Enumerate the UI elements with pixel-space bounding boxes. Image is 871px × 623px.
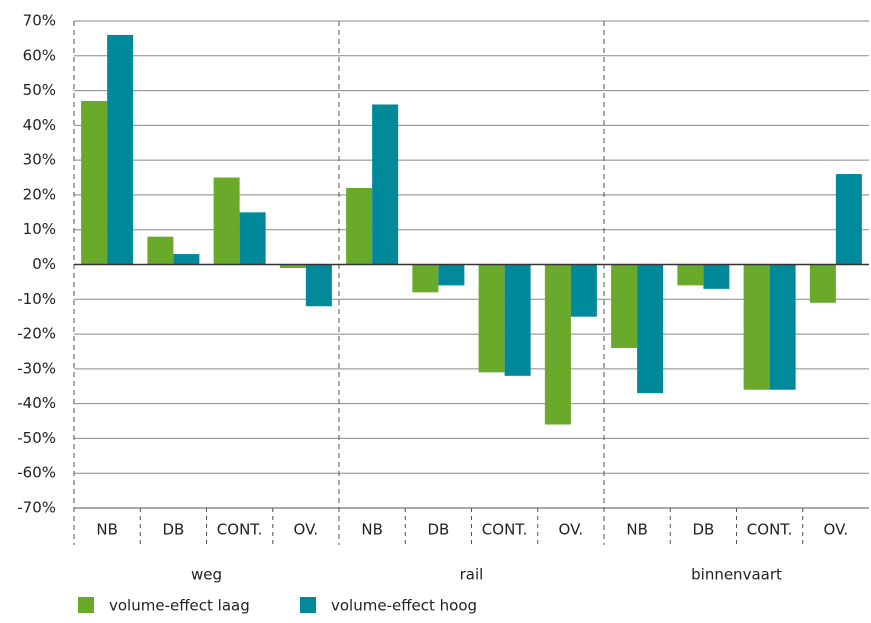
bar	[769, 264, 796, 390]
bar	[372, 104, 399, 265]
x-tick-label: DB	[427, 521, 449, 539]
bar	[107, 34, 134, 265]
bar	[677, 264, 704, 286]
x-tick-label: DB	[692, 521, 714, 539]
bar	[703, 264, 730, 289]
y-tick-label: 40%	[23, 116, 56, 134]
bar	[279, 264, 306, 268]
bar	[611, 264, 638, 348]
group-label: rail	[460, 566, 484, 584]
legend-swatch	[300, 597, 316, 613]
bar	[478, 264, 505, 373]
legend-swatch	[78, 597, 94, 613]
x-tick-label: OV.	[824, 521, 849, 539]
x-tick-label: CONT.	[747, 521, 793, 539]
y-tick-label: -50%	[17, 429, 56, 447]
bar	[173, 254, 200, 265]
x-tick-label: OV.	[559, 521, 584, 539]
bar	[305, 264, 332, 307]
y-tick-label: 50%	[23, 81, 56, 99]
bar	[544, 264, 571, 425]
x-tick-label: OV.	[294, 521, 319, 539]
bar	[81, 101, 108, 265]
y-tick-label: 10%	[23, 220, 56, 238]
y-tick-label: 60%	[23, 46, 56, 64]
y-tick-label: -10%	[17, 290, 56, 308]
x-tick-label: DB	[162, 521, 184, 539]
y-tick-label: -30%	[17, 359, 56, 377]
y-tick-label: 0%	[32, 255, 56, 273]
x-tick-label: NB	[626, 521, 648, 539]
bar	[570, 264, 597, 317]
y-tick-label: -60%	[17, 464, 56, 482]
bar	[412, 264, 439, 293]
group-label: weg	[191, 566, 222, 584]
group-label: binnenvaart	[691, 566, 782, 584]
x-tick-label: NB	[96, 521, 118, 539]
y-tick-label: -70%	[17, 499, 56, 517]
bar	[504, 264, 531, 376]
bar	[239, 212, 266, 265]
y-tick-label: 70%	[23, 12, 56, 30]
y-tick-label: -40%	[17, 394, 56, 412]
y-tick-label: 30%	[23, 151, 56, 169]
bar	[346, 187, 373, 265]
legend-label: volume-effect hoog	[331, 597, 477, 615]
bar	[809, 264, 836, 303]
x-tick-label: CONT.	[482, 521, 528, 539]
bar	[438, 264, 465, 286]
bar	[637, 264, 664, 394]
bar	[743, 264, 770, 390]
bar	[147, 236, 174, 265]
legend-label: volume-effect laag	[109, 597, 250, 615]
y-tick-label: -20%	[17, 325, 56, 343]
x-tick-label: CONT.	[217, 521, 263, 539]
x-tick-label: NB	[361, 521, 383, 539]
y-tick-label: 20%	[23, 185, 56, 203]
bar	[213, 177, 240, 265]
bar	[835, 174, 862, 265]
